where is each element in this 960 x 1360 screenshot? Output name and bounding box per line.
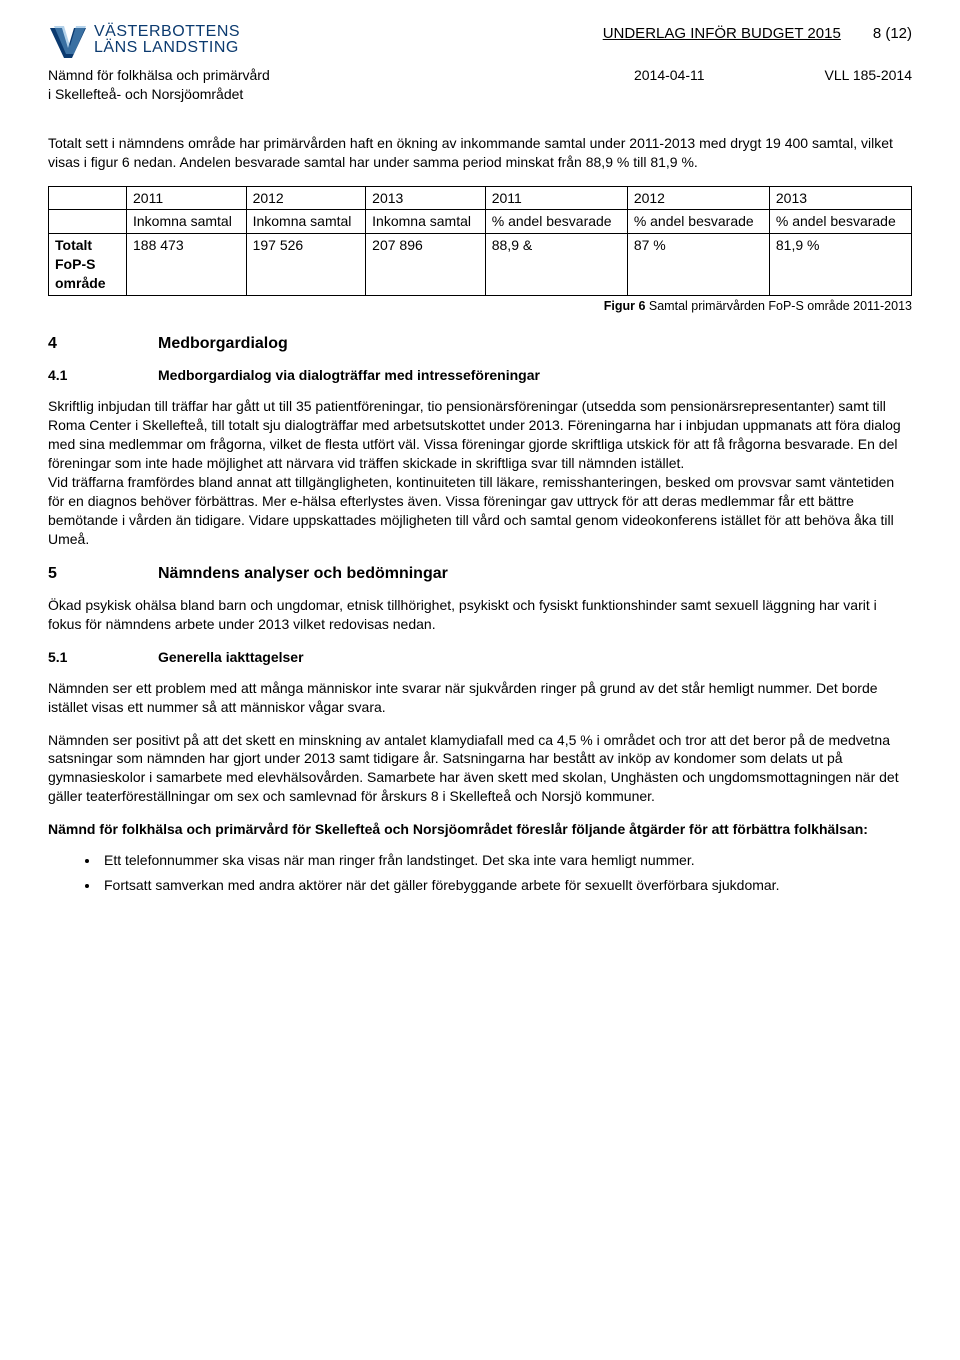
brand-logo: VÄSTERBOTTENS LÄNS LANDSTING bbox=[48, 24, 240, 60]
table-cell: 88,9 & bbox=[485, 234, 627, 296]
table-row-data: Totalt FoP-S område 188 473 197 526 207 … bbox=[49, 234, 912, 296]
figure-caption-label: Figur 6 bbox=[604, 299, 646, 313]
table-cell: 2011 bbox=[127, 186, 247, 210]
subsection-number: 5.1 bbox=[48, 648, 158, 667]
committee-name: Nämnd för folkhälsa och primärvård bbox=[48, 66, 270, 85]
section-title: Medborgardialog bbox=[158, 333, 288, 355]
calls-table: 2011 2012 2013 2011 2012 2013 Inkomna sa… bbox=[48, 186, 912, 296]
table-cell: 2013 bbox=[769, 186, 911, 210]
subheader-ref: VLL 185-2014 bbox=[825, 66, 912, 104]
section-4-heading: 4 Medborgardialog bbox=[48, 333, 912, 355]
table-row-label: Totalt FoP-S område bbox=[49, 234, 127, 296]
section-4-1-heading: 4.1 Medborgardialog via dialogträffar me… bbox=[48, 366, 912, 385]
table-cell: Inkomna samtal bbox=[246, 210, 366, 234]
doc-title: UNDERLAG INFÖR BUDGET 2015 bbox=[603, 24, 841, 44]
list-item: Fortsatt samverkan med andra aktörer när… bbox=[100, 876, 912, 895]
table-row-sub: Inkomna samtal Inkomna samtal Inkomna sa… bbox=[49, 210, 912, 234]
table-cell: 207 896 bbox=[366, 234, 486, 296]
section-title: Nämndens analyser och bedömningar bbox=[158, 563, 448, 585]
table-cell: 197 526 bbox=[246, 234, 366, 296]
committee-area: i Skellefteå- och Norsjöområdet bbox=[48, 85, 270, 104]
subheader-date: 2014-04-11 bbox=[634, 66, 705, 104]
table-cell: 2012 bbox=[627, 186, 769, 210]
doc-title-row: UNDERLAG INFÖR BUDGET 2015 8 (12) bbox=[603, 24, 912, 44]
brand-text: VÄSTERBOTTENS LÄNS LANDSTING bbox=[94, 24, 240, 56]
table-cell: % andel besvarade bbox=[485, 210, 627, 234]
header: VÄSTERBOTTENS LÄNS LANDSTING UNDERLAG IN… bbox=[48, 24, 912, 60]
paragraph-4-1b: Vid träffarna framfördes bland annat att… bbox=[48, 473, 912, 549]
table-cell: % andel besvarade bbox=[769, 210, 911, 234]
subsection-number: 4.1 bbox=[48, 366, 158, 385]
table-cell: 81,9 % bbox=[769, 234, 911, 296]
paragraph-5-1a: Nämnden ser ett problem med att många mä… bbox=[48, 679, 912, 717]
table-cell: 2011 bbox=[485, 186, 627, 210]
subsection-title: Generella iakttagelser bbox=[158, 648, 304, 667]
subheader: Nämnd för folkhälsa och primärvård i Ske… bbox=[48, 66, 912, 104]
table-cell: 2012 bbox=[246, 186, 366, 210]
section-number: 4 bbox=[48, 333, 158, 355]
section-5-1-heading: 5.1 Generella iakttagelser bbox=[48, 648, 912, 667]
intro-paragraph: Totalt sett i nämndens område har primär… bbox=[48, 134, 912, 172]
table-cell: % andel besvarade bbox=[627, 210, 769, 234]
page-number: 8 (12) bbox=[873, 24, 912, 44]
section-number: 5 bbox=[48, 563, 158, 585]
table-cell: 87 % bbox=[627, 234, 769, 296]
table-row-years: 2011 2012 2013 2011 2012 2013 bbox=[49, 186, 912, 210]
table-cell: Inkomna samtal bbox=[366, 210, 486, 234]
table-cell: 188 473 bbox=[127, 234, 247, 296]
brand-logo-icon bbox=[48, 24, 88, 60]
paragraph-5-1b: Nämnden ser positivt på att det skett en… bbox=[48, 731, 912, 807]
figure-caption: Figur 6 Samtal primärvården FoP-S område… bbox=[48, 298, 912, 315]
paragraph-4-1a: Skriftlig inbjudan till träffar har gått… bbox=[48, 397, 912, 473]
brand-line2: LÄNS LANDSTING bbox=[94, 40, 240, 56]
figure-caption-text: Samtal primärvården FoP-S område 2011-20… bbox=[645, 299, 912, 313]
paragraph-5a: Ökad psykisk ohälsa bland barn och ungdo… bbox=[48, 596, 912, 634]
subsection-title: Medborgardialog via dialogträffar med in… bbox=[158, 366, 540, 385]
brand-line1: VÄSTERBOTTENS bbox=[94, 24, 240, 40]
table-cell: Inkomna samtal bbox=[127, 210, 247, 234]
table-cell: 2013 bbox=[366, 186, 486, 210]
bullet-list: Ett telefonnummer ska visas när man ring… bbox=[48, 851, 912, 895]
bold-proposal-paragraph: Nämnd för folkhälsa och primärvård för S… bbox=[48, 820, 912, 839]
table-cell bbox=[49, 210, 127, 234]
subheader-left: Nämnd för folkhälsa och primärvård i Ske… bbox=[48, 66, 270, 104]
section-5-heading: 5 Nämndens analyser och bedömningar bbox=[48, 563, 912, 585]
list-item: Ett telefonnummer ska visas när man ring… bbox=[100, 851, 912, 870]
table-cell bbox=[49, 186, 127, 210]
